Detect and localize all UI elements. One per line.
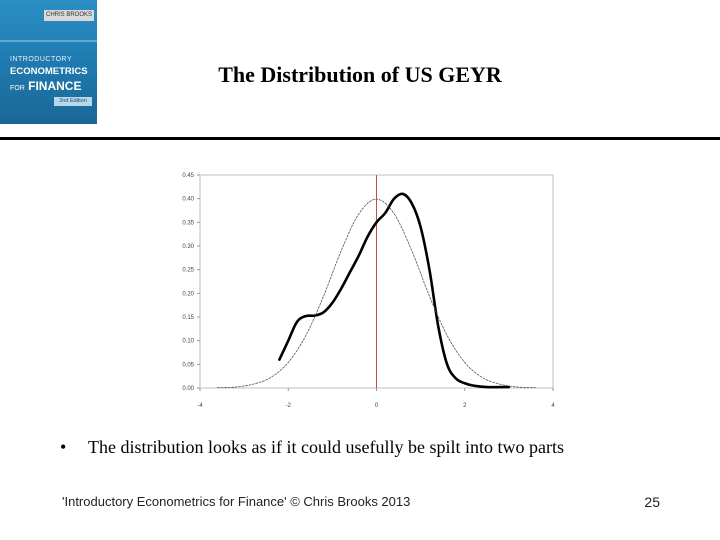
y-tick-label: 0.40	[182, 197, 194, 203]
series-line-empirical	[278, 192, 511, 389]
y-tick-label: 0.20	[182, 291, 194, 297]
book-cover: CHRIS BROOKS INTRODUCTORY ECONOMETRICS F…	[0, 0, 97, 124]
slide-title: The Distribution of US GEYR	[218, 62, 502, 87]
cover-stripe	[0, 40, 97, 42]
y-tick-label: 0.05	[182, 362, 194, 368]
page-number: 25	[644, 494, 660, 510]
cover-line-2: ECONOMETRICS	[10, 66, 88, 77]
bullet-icon: •	[60, 437, 67, 457]
x-tick-label: 2	[463, 403, 467, 409]
y-tick-label: 0.45	[182, 173, 194, 179]
x-tick-label: -4	[197, 403, 203, 409]
y-tick-label: 0.30	[182, 244, 194, 250]
cover-line-3-main: FINANCE	[28, 79, 82, 93]
cover-line-3: FOR FINANCE	[10, 79, 81, 93]
bullet-text: The distribution looks as if it could us…	[88, 437, 564, 457]
title-divider	[0, 137, 720, 140]
cover-edition: 2nd Edition	[54, 97, 92, 106]
cover-author: CHRIS BROOKS	[44, 10, 94, 21]
chart-container: 0.00 0.05 0.10 0.15 0.20 0.25 0.30 0.35 0.40 0.45…	[150, 165, 570, 415]
x-tick-label: 0	[375, 403, 379, 409]
distribution-chart: 0.00 0.05 0.10 0.15 0.20 0.25 0.30 0.35 0.40 0.45…	[182, 173, 555, 409]
footer-copyright: 'Introductory Econometrics for Finance' …	[62, 494, 411, 509]
y-tick-label: 0.00	[182, 386, 194, 392]
y-tick-label: 0.25	[182, 268, 194, 274]
y-tick-label: 0.35	[182, 220, 194, 226]
x-tick-label: -2	[286, 403, 292, 409]
cover-line-1: INTRODUCTORY	[10, 56, 73, 63]
y-tick-label: 0.15	[182, 315, 194, 321]
bullet-point: • The distribution looks as if it could u…	[60, 437, 564, 458]
x-tick-label: 4	[551, 403, 555, 409]
y-tick-label: 0.10	[182, 339, 194, 345]
cover-line-3-small: FOR	[10, 85, 25, 92]
series-line-normal	[217, 198, 536, 388]
